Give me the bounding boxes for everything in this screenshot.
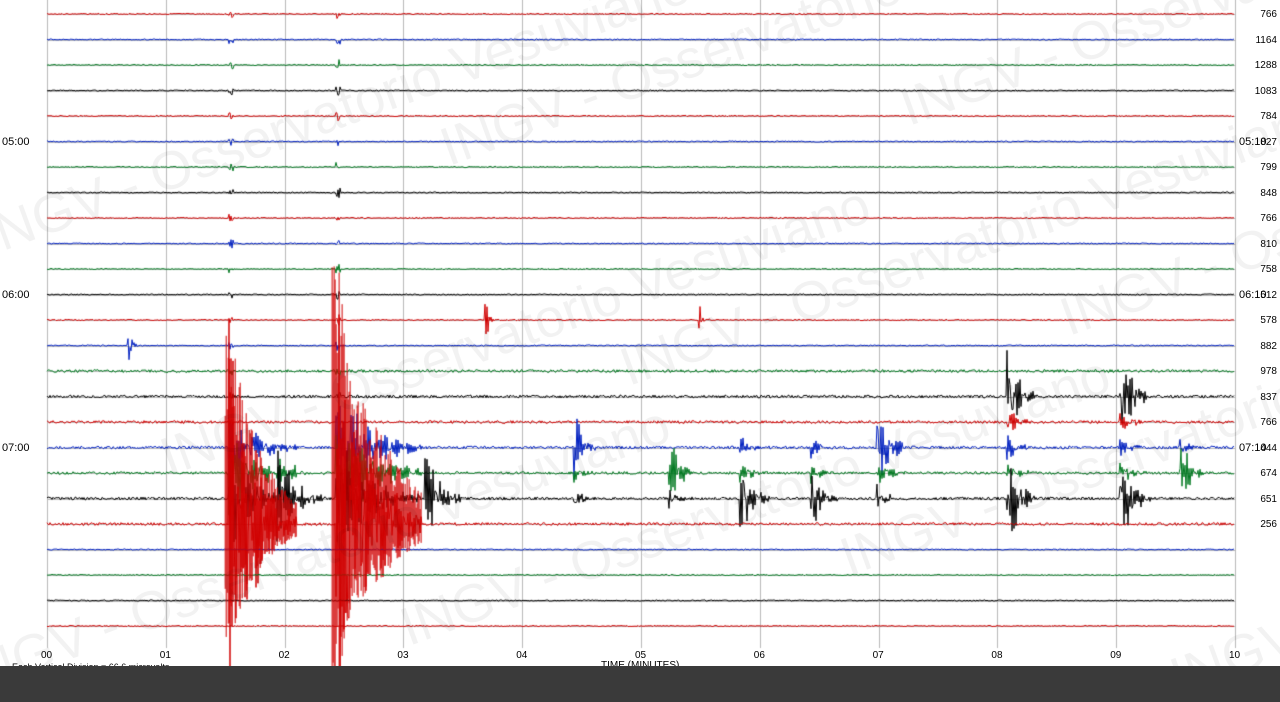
row-value: 827 <box>1245 137 1277 148</box>
time-label-left: 05:00 <box>2 136 30 148</box>
x-tick-label: 07 <box>873 650 884 661</box>
row-value: 444 <box>1245 443 1277 454</box>
seismogram-plot: 05:0006:0007:0005:1006:1007:107661164128… <box>0 0 1280 666</box>
time-label-left: 07:00 <box>2 442 30 454</box>
row-value: 256 <box>1245 519 1277 530</box>
row-value: 848 <box>1245 188 1277 199</box>
row-value: 651 <box>1245 494 1277 505</box>
x-tick-label: 08 <box>991 650 1002 661</box>
row-value: 512 <box>1245 290 1277 301</box>
row-value: 1083 <box>1245 86 1277 97</box>
x-tick-label: 10 <box>1229 650 1240 661</box>
row-value: 578 <box>1245 315 1277 326</box>
row-value: 1164 <box>1245 35 1277 46</box>
row-value: 978 <box>1245 366 1277 377</box>
x-tick-label: 06 <box>754 650 765 661</box>
row-value: 799 <box>1245 162 1277 173</box>
row-value: 674 <box>1245 468 1277 479</box>
row-value: 810 <box>1245 239 1277 250</box>
row-value: 784 <box>1245 111 1277 122</box>
time-label-left: 06:00 <box>2 289 30 301</box>
row-value: 882 <box>1245 341 1277 352</box>
bottom-bar <box>0 666 1280 702</box>
row-value: 758 <box>1245 264 1277 275</box>
x-tick-label: 02 <box>279 650 290 661</box>
x-tick-label: 00 <box>41 650 52 661</box>
x-tick-label: 09 <box>1110 650 1121 661</box>
seismogram-canvas <box>0 0 1280 666</box>
row-value: 837 <box>1245 392 1277 403</box>
x-tick-label: 03 <box>397 650 408 661</box>
x-tick-label: 01 <box>160 650 171 661</box>
row-value: 766 <box>1245 213 1277 224</box>
row-value: 1288 <box>1245 60 1277 71</box>
row-value: 766 <box>1245 9 1277 20</box>
x-tick-label: 04 <box>516 650 527 661</box>
row-value: 766 <box>1245 417 1277 428</box>
